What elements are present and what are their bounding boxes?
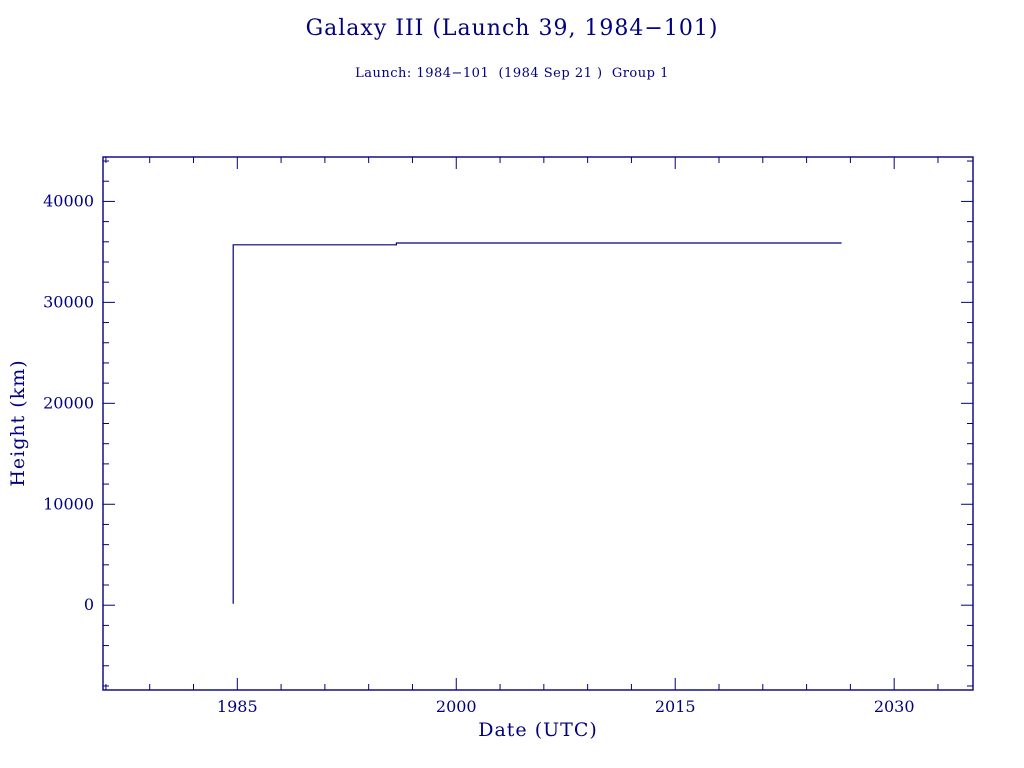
y-tick-label: 40000 [43,191,94,210]
series-line-height [232,242,842,604]
chart-subtitle: Launch: 1984−101 (1984 Sep 21 ) Group 1 [355,66,669,81]
chart-title: Galaxy III (Launch 39, 1984−101) [305,16,719,41]
x-tick-label: 2000 [436,697,477,716]
y-tick-label: 0 [84,595,94,614]
x-axis-label: Date (UTC) [478,719,598,741]
y-axis-label: Height (km) [7,359,29,487]
y-tick-label: 20000 [43,393,94,412]
x-tick-label: 2030 [874,697,915,716]
y-tick-label: 10000 [43,494,94,513]
x-tick-label: 1985 [217,697,258,716]
y-tick-label: 30000 [43,292,94,311]
x-tick-label: 2015 [655,697,696,716]
